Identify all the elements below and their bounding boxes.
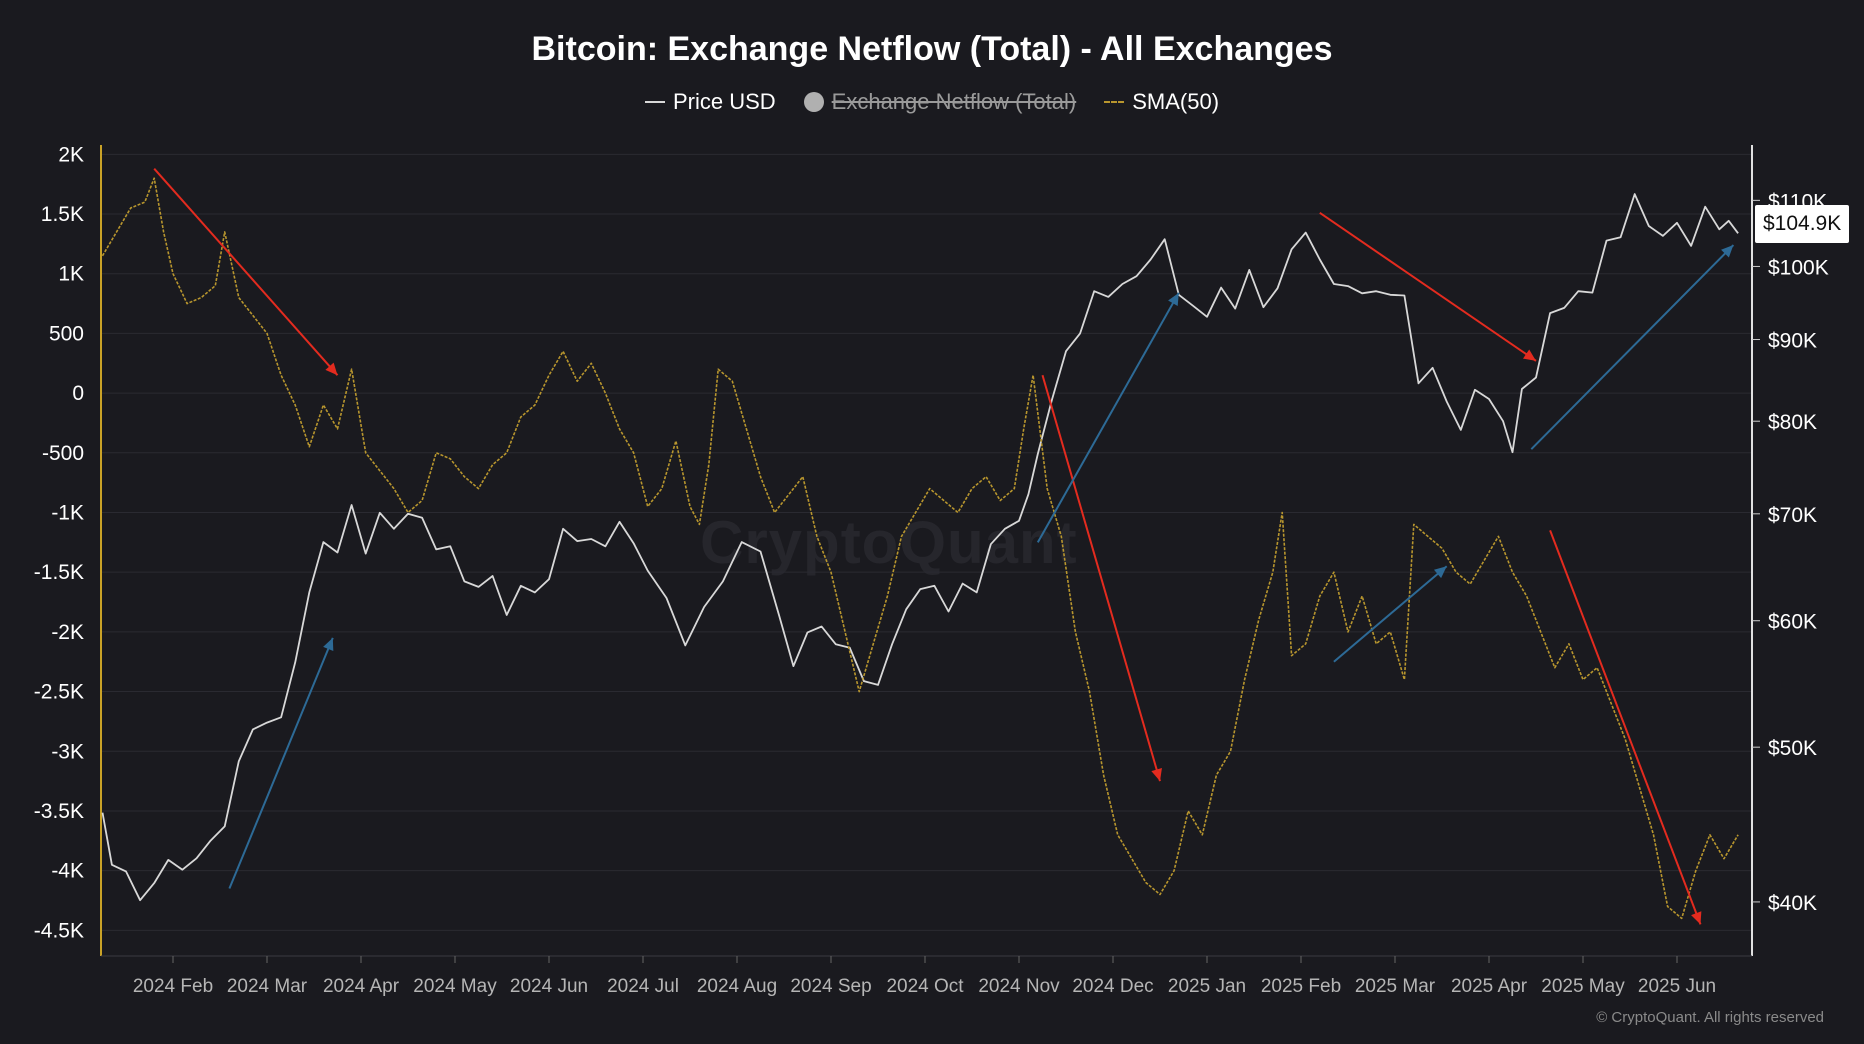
trend-arrow bbox=[153, 167, 339, 376]
axes bbox=[100, 145, 1753, 957]
left-tick-label: -1K bbox=[51, 501, 84, 524]
right-tick-label: $50K bbox=[1768, 737, 1817, 760]
left-tick-label: -500 bbox=[42, 442, 84, 465]
trend-arrow-head bbox=[323, 637, 334, 652]
legend-label-netflow: Exchange Netflow (Total) bbox=[831, 89, 1077, 114]
chart-title: Bitcoin: Exchange Netflow (Total) - All … bbox=[531, 30, 1333, 68]
trend-arrow bbox=[1319, 212, 1537, 362]
trend-arrow bbox=[1549, 530, 1702, 925]
trend-arrow-head bbox=[325, 362, 338, 376]
left-tick-label: -3K bbox=[51, 740, 84, 763]
right-tick-label: $90K bbox=[1768, 330, 1817, 353]
trend-arrow-shaft bbox=[1333, 565, 1448, 663]
left-tick-label: -3.5K bbox=[34, 800, 84, 823]
legend-item-netflow[interactable]: Exchange Netflow (Total) bbox=[803, 89, 1077, 115]
right-axis-ticks: $110K$100K$90K$80K$70K$60K$50K$40K bbox=[1752, 190, 1829, 915]
sma50-line bbox=[101, 177, 1739, 920]
x-tick-label: 2025 Feb bbox=[1261, 976, 1341, 997]
x-tick-label: 2024 Apr bbox=[323, 976, 400, 997]
series-lines bbox=[101, 177, 1739, 920]
left-tick-label: 1.5K bbox=[41, 203, 84, 226]
legend-line-icon bbox=[644, 101, 665, 103]
x-tick-label: 2024 Nov bbox=[978, 976, 1060, 997]
x-tick-label: 2024 Oct bbox=[886, 976, 964, 997]
trend-arrow-head bbox=[1433, 566, 1447, 579]
right-tick-label: $100K bbox=[1768, 256, 1829, 279]
legend-label-sma: SMA(50) bbox=[1132, 89, 1220, 114]
x-tick-label: 2024 Jul bbox=[607, 976, 679, 997]
left-tick-label: 500 bbox=[49, 322, 84, 345]
legend-dot-icon bbox=[803, 92, 824, 112]
legend-label-price: Price USD bbox=[672, 89, 776, 114]
left-tick-label: -4K bbox=[51, 860, 84, 883]
trend-arrow-head bbox=[1168, 292, 1179, 306]
left-axis-ticks: 2K 1.5K 1K 500 0 -500 -1K -1.5K -2K -2.5K -3K -3.5K… bbox=[34, 143, 84, 942]
trend-arrow-shaft bbox=[1036, 292, 1180, 543]
watermark: CryptoQuant bbox=[700, 509, 1078, 576]
trend-arrow-shaft bbox=[1530, 244, 1735, 450]
trend-arrow-shaft bbox=[1041, 374, 1161, 782]
trend-arrow-head bbox=[1151, 768, 1162, 782]
trend-arrow-head bbox=[1721, 245, 1734, 258]
left-tick-label: -2K bbox=[51, 621, 84, 644]
x-tick-label: 2025 Mar bbox=[1355, 976, 1436, 997]
gridlines bbox=[101, 153, 1752, 931]
x-tick-label: 2024 Jun bbox=[510, 976, 588, 997]
trend-arrow-shaft bbox=[228, 637, 334, 889]
copyright-text: © CryptoQuant. All rights reserved bbox=[1596, 1009, 1824, 1026]
trend-arrow bbox=[1041, 374, 1162, 782]
x-tick-label: 2025 May bbox=[1541, 976, 1625, 997]
left-tick-label: 0 bbox=[72, 382, 84, 405]
x-tick-label: 2025 Jan bbox=[1168, 976, 1246, 997]
left-tick-label: 2K bbox=[58, 143, 84, 166]
x-tick-label: 2024 Aug bbox=[697, 976, 777, 997]
trend-arrow bbox=[1333, 565, 1448, 663]
trend-arrow-head bbox=[1522, 349, 1536, 361]
price-usd-line bbox=[101, 193, 1739, 902]
right-tick-label: $70K bbox=[1768, 504, 1817, 527]
trend-arrow-shaft bbox=[153, 167, 339, 376]
trend-arrow-shaft bbox=[1319, 212, 1537, 362]
left-tick-label: 1K bbox=[58, 263, 84, 286]
left-tick-label: -4.5K bbox=[34, 919, 84, 942]
trend-arrow bbox=[228, 637, 334, 889]
x-tick-label: 2024 Mar bbox=[227, 976, 308, 997]
trend-arrow bbox=[1036, 292, 1180, 543]
x-tick-label: 2025 Jun bbox=[1638, 976, 1716, 997]
legend-item-price[interactable]: Price USD bbox=[644, 89, 776, 115]
annotation-arrows bbox=[153, 167, 1735, 925]
x-tick-label: 2025 Apr bbox=[1451, 976, 1528, 997]
trend-arrow bbox=[1530, 244, 1735, 450]
legend: Price USD Exchange Netflow (Total) SMA(5… bbox=[0, 89, 1864, 115]
x-tick-label: 2024 May bbox=[413, 976, 497, 997]
x-tick-label: 2024 Feb bbox=[133, 976, 213, 997]
x-tick-label: 2024 Dec bbox=[1072, 976, 1153, 997]
left-tick-label: -1.5K bbox=[34, 561, 84, 584]
trend-arrow-shaft bbox=[1549, 530, 1702, 925]
left-tick-label: -2.5K bbox=[34, 681, 84, 704]
trend-arrow-head bbox=[1691, 911, 1702, 925]
x-tick-label: 2024 Sep bbox=[790, 976, 871, 997]
right-tick-label: $60K bbox=[1768, 611, 1817, 634]
right-tick-label: $40K bbox=[1768, 892, 1817, 915]
legend-item-sma[interactable]: SMA(50) bbox=[1104, 89, 1219, 115]
current-price-label: $104.9K bbox=[1755, 205, 1850, 243]
legend-dashed-line-icon bbox=[1104, 101, 1125, 103]
x-axis-ticks: 2024 Feb 2024 Mar 2024 Apr 2024 May 2024 Jun… bbox=[133, 956, 1716, 997]
right-tick-label: $80K bbox=[1768, 411, 1817, 434]
